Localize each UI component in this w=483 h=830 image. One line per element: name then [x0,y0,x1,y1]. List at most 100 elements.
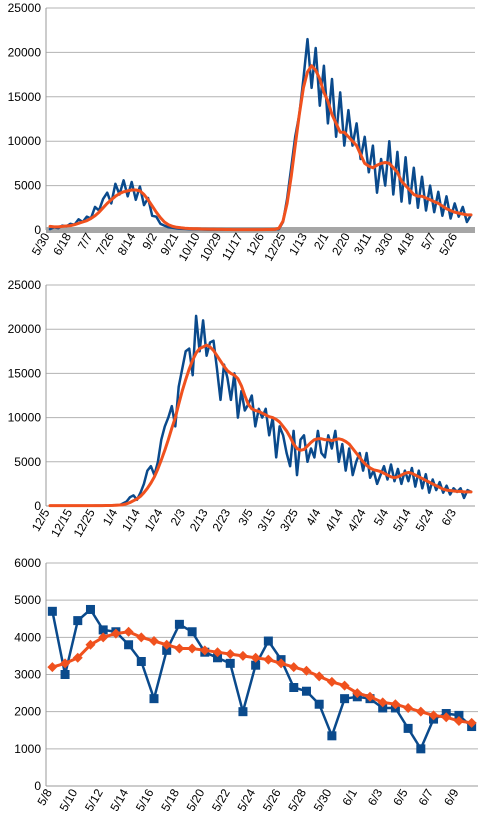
data-point-avg [314,671,325,682]
y-tick-label: 20000 [8,322,42,336]
x-tick-label: 1/24 [142,506,166,534]
data-point-daily [416,744,426,754]
data-point-daily [162,645,172,655]
x-tick-label: 7/7 [75,230,96,252]
data-point-daily [238,707,248,717]
data-point-daily [340,694,350,704]
x-tick-label: 11/17 [219,230,246,263]
data-point-avg [212,647,223,658]
x-tick-label: 3/30 [372,230,396,258]
data-point-avg [237,650,248,661]
y-tick-label: 15000 [8,366,42,380]
data-point-avg [276,658,287,669]
y-tick-label: 10000 [8,134,42,148]
data-point-daily [251,660,261,670]
x-tick-label: 6/3 [439,506,460,528]
y-tick-label: 1000 [14,742,41,756]
y-tick-label: 5000 [14,455,41,469]
x-tick-label: 5/12 [82,786,106,814]
data-point-avg [149,636,159,647]
data-point-avg [85,639,96,650]
data-point-avg [60,658,71,669]
data-point-daily [47,606,57,616]
x-tick-label: 12/15 [48,506,75,539]
y-tick-label: 6000 [14,556,41,570]
data-point-avg [72,652,83,663]
y-tick-label: 15000 [8,90,42,104]
data-point-daily [301,686,311,696]
data-point-avg [390,699,401,710]
x-tick-label: 3/5 [235,506,256,528]
y-tick-label: 25000 [8,278,42,292]
x-tick-label: 12/25 [261,230,288,263]
x-tick-label: 3/25 [277,506,301,534]
x-tick-label: 6/18 [50,230,74,258]
data-point-daily [314,699,324,709]
data-point-avg [428,710,439,721]
x-tick-label: 5/26 [260,786,284,814]
data-point-avg [123,626,134,637]
data-point-daily [85,604,95,614]
y-tick-label: 5000 [14,593,41,607]
x-tick-label: 5/4 [371,506,392,528]
data-point-daily [136,656,146,666]
x-tick-label: 5/24 [234,786,258,814]
chart-1: 0 5000 10000 15000 20000 25000 5/306/18 7/77/26… [8,1,475,264]
x-tick-label: 1/14 [119,506,143,534]
data-point-avg [110,628,121,639]
data-point-daily [149,694,159,704]
data-point-daily [213,653,223,663]
data-point-avg [225,649,236,660]
x-tick-label: 5/22 [209,786,233,814]
x-tick-label: 5/7 [418,230,439,252]
x-tick-label: 5/28 [285,786,309,814]
data-point-daily [60,670,70,679]
x-tick-label: 5/16 [133,786,157,814]
x-tick-label: 2/13 [187,506,211,534]
x-tick-label: 2/3 [168,506,189,528]
x-tick-label: 7/26 [93,230,117,258]
y-tick-label: 3000 [14,668,41,682]
y-tick-label: 25000 [8,1,42,15]
x-tick-label: 12/25 [71,506,98,539]
x-tick-label: 1/4 [100,506,121,528]
x-tick-label: 5/20 [184,786,208,814]
x-tick-label: 5/30 [29,230,53,258]
x-tick-label: 4/18 [393,230,417,258]
data-point-avg [453,715,464,726]
data-point-avg [441,712,452,723]
data-point-avg [301,665,312,676]
data-point-avg [415,706,426,717]
x-tick-label: 4/14 [322,506,346,534]
y-tick-label: 0 [34,499,41,513]
data-point-daily [403,723,413,733]
data-point-avg [377,697,388,708]
data-point-daily [225,658,235,668]
x-tick-label: 8/14 [115,230,139,258]
y-tick-label: 10000 [8,411,42,425]
x-tick-label: 9/2 [139,230,160,252]
x-tick-label: 2/20 [329,230,353,258]
data-point-avg [466,717,477,728]
data-point-daily [174,619,184,629]
data-point-avg [352,688,363,699]
series-line-avg [48,64,473,232]
y-tick-label: 4000 [14,630,41,644]
data-point-avg [250,652,261,663]
x-tick-label: 5/14 [107,786,131,814]
x-tick-label: 5/30 [311,786,335,814]
x-tick-label: 2/23 [209,506,233,534]
x-tick-label: 5/18 [158,786,182,814]
x-tick-label: 2/1 [311,230,332,252]
data-point-daily [73,616,83,626]
data-point-avg [403,702,414,713]
x-tick-label: 5/24 [413,506,437,534]
data-point-daily [378,703,388,713]
data-point-avg [47,662,58,673]
data-point-avg [187,643,198,654]
data-point-avg [199,645,210,656]
y-tick-label: 0 [34,779,41,793]
